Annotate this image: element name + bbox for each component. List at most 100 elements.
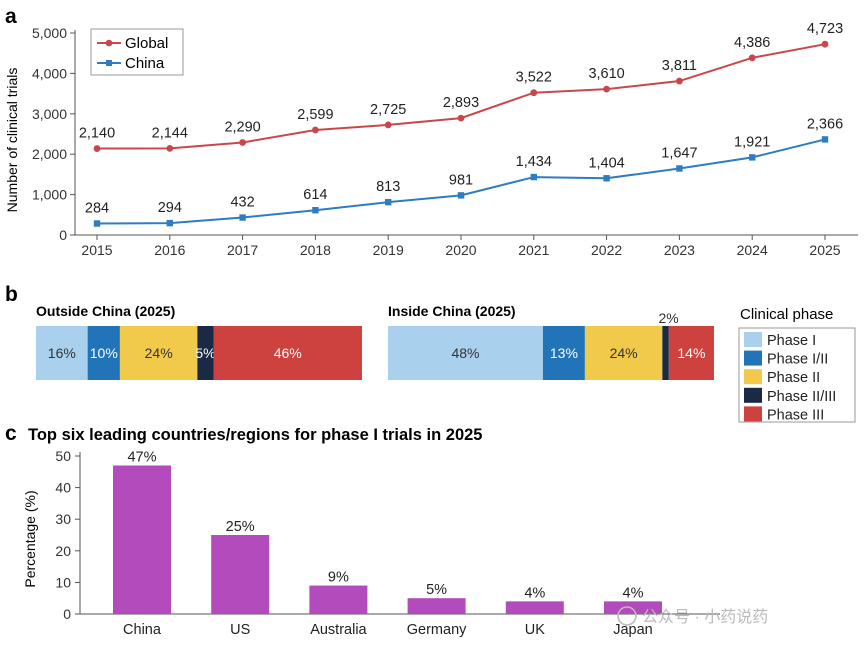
stacked-segment	[36, 326, 88, 380]
global-point	[384, 121, 392, 129]
global-point	[312, 126, 319, 134]
y-tick-label: 3,000	[32, 106, 67, 122]
stacked-segment	[119, 326, 198, 380]
x-tick-label: 2024	[737, 242, 768, 258]
global-point	[821, 40, 829, 48]
panel-label-b: b	[5, 283, 18, 306]
legend-box	[90, 28, 184, 76]
bar	[407, 598, 466, 614]
legend-china-label: China	[125, 55, 165, 72]
global-point	[676, 77, 683, 85]
stacked-segment	[668, 326, 714, 380]
bar	[113, 465, 171, 614]
x-tick-label: Japan	[613, 622, 653, 638]
line-chart-y-axis-label: Number of clinical trials	[4, 68, 20, 213]
y-tick-label: 20	[55, 543, 71, 559]
x-tick-label: 2017	[227, 242, 258, 258]
x-tick-label: 2022	[591, 242, 622, 258]
legend-global-marker	[105, 39, 113, 47]
china-point	[312, 206, 319, 214]
segment-label: 48%	[451, 345, 479, 361]
china-data-label: 1,404	[588, 155, 624, 171]
global-point	[239, 139, 247, 146]
legend-swatch	[744, 406, 762, 422]
china-point	[457, 192, 465, 199]
x-tick-label: 2019	[373, 242, 404, 258]
y-tick-label: 1,000	[32, 187, 67, 203]
china-data-label: 2,366	[807, 116, 843, 132]
y-tick-label: 30	[55, 511, 71, 527]
global-point	[457, 114, 465, 122]
y-tick-label: 0	[59, 227, 67, 243]
x-tick-label: 2015	[81, 242, 112, 258]
x-tick-label: 2025	[809, 242, 840, 258]
china-data-label: 284	[85, 201, 109, 217]
legend-swatch	[744, 332, 762, 347]
bar-value-label: 9%	[328, 570, 349, 586]
china-point	[749, 154, 756, 161]
global-data-label: 2,893	[443, 95, 479, 111]
global-data-label: 2,599	[297, 107, 333, 123]
legend-label: Phase III	[767, 407, 824, 423]
legend-global-label: Global	[125, 35, 168, 52]
y-tick-label: 2,000	[32, 146, 67, 162]
bar-chart-marks: 47% 25% 9% 5% 4% 4%	[113, 449, 662, 614]
y-tick-label: 4,000	[32, 65, 67, 81]
x-tick-label: Australia	[310, 622, 367, 638]
global-data-label: 4,386	[734, 35, 770, 51]
china-point	[530, 173, 537, 181]
global-data-label: 3,811	[662, 58, 697, 74]
y-tick-label: 40	[55, 480, 71, 496]
bar-chart-panel: Top six leading countries/regions for ph…	[22, 426, 720, 638]
line-chart-legend: Global China	[90, 28, 184, 76]
legend-swatch	[744, 350, 762, 366]
panel-label-c: c	[5, 422, 17, 445]
global-point	[166, 144, 174, 152]
segment-label: 5%	[195, 345, 215, 361]
outside-china-title: Outside China (2025)	[36, 303, 175, 319]
x-tick-label: Germany	[407, 622, 467, 638]
segment-label: 16%	[48, 345, 76, 361]
legend-title: Clinical phase	[740, 306, 833, 323]
stacked-bar-panel: Outside China (2025) Inside China (2025)…	[36, 303, 856, 423]
bar-value-label: 5%	[426, 582, 447, 598]
x-tick-label: 2016	[154, 242, 185, 258]
line-chart-panel: 0 1,000 2,000 3,000 4,000 5,000 2015 2016 2017 20…	[4, 21, 858, 258]
x-tick-label: US	[230, 622, 250, 638]
segment-label: 46%	[274, 345, 302, 361]
segment-label: 14%	[677, 345, 705, 361]
legend-china-marker	[106, 60, 112, 66]
china-point	[93, 220, 101, 227]
stacked-bars: 16% 10% 24% 5% 46% 48% 13% 24% 2% 14%	[36, 310, 714, 380]
x-tick-label: 2023	[664, 242, 695, 258]
segment-label: 24%	[610, 345, 638, 361]
bar-value-label: 47%	[127, 449, 156, 465]
bar	[604, 601, 662, 614]
china-data-label: 614	[303, 187, 327, 203]
china-data-label: 1,434	[516, 154, 552, 170]
y-tick-label: 5,000	[32, 25, 67, 41]
stacked-segment	[388, 326, 543, 380]
segment-label: 2%	[658, 310, 678, 326]
global-point	[93, 145, 101, 152]
china-data-label: 813	[376, 179, 400, 195]
bar-chart-title: Top six leading countries/regions for ph…	[28, 426, 482, 444]
china-point	[166, 219, 173, 227]
global-data-label: 4,723	[807, 21, 843, 37]
global-data-label: 3,522	[516, 70, 552, 86]
panel-label-a: a	[5, 5, 17, 28]
bar-chart-y-axis-label: Percentage (%)	[22, 490, 38, 587]
stacked-segment	[542, 326, 585, 380]
global-data-label: 2,140	[79, 126, 115, 142]
bar-value-label: 4%	[623, 585, 644, 601]
global-data-label: 2,144	[152, 125, 188, 141]
china-data-label: 1,921	[734, 134, 770, 150]
legend-label: Phase II	[767, 370, 820, 386]
x-tick-label: 2020	[445, 242, 476, 258]
y-tick-label: 10	[55, 574, 71, 590]
inside-china-title: Inside China (2025)	[388, 303, 516, 319]
stacked-segment	[584, 326, 663, 380]
bar-chart-axes: 0 10 20 30 40 50 China US Australia Germany UK Japa…	[55, 448, 720, 638]
bar	[211, 535, 270, 614]
global-point	[603, 85, 610, 93]
